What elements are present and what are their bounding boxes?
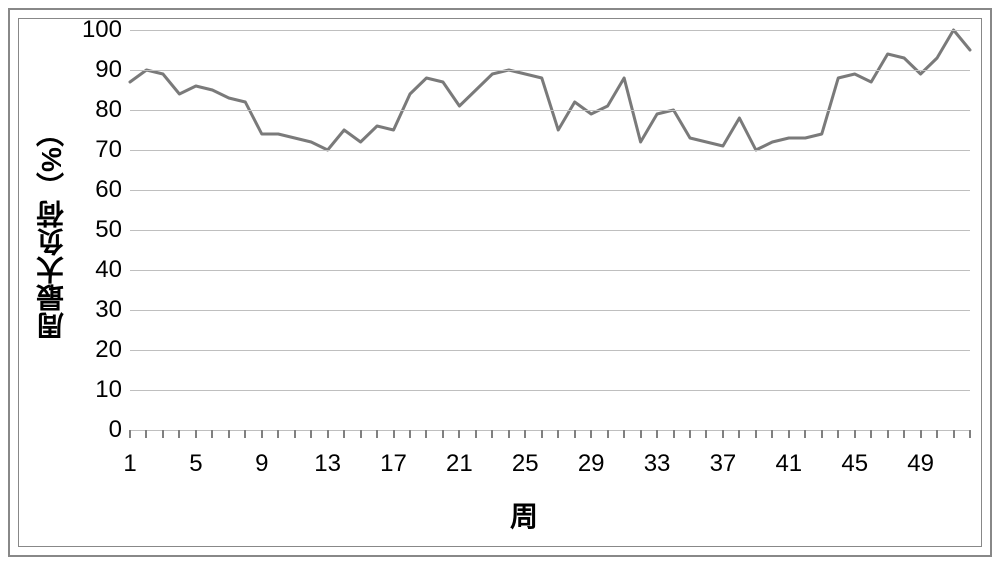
- x-minor-tick: [656, 430, 658, 438]
- gridline-y: [130, 270, 970, 271]
- x-tick-label: 41: [764, 450, 814, 478]
- x-minor-tick: [623, 430, 625, 438]
- x-minor-tick: [821, 430, 823, 438]
- x-minor-tick: [837, 430, 839, 438]
- x-minor-tick: [689, 430, 691, 438]
- x-minor-tick: [788, 430, 790, 438]
- x-minor-tick: [228, 430, 230, 438]
- y-tick-label: 0: [62, 416, 122, 444]
- x-tick-label: 33: [632, 450, 682, 478]
- gridline-y: [130, 390, 970, 391]
- y-tick-label: 20: [62, 336, 122, 364]
- x-minor-tick: [294, 430, 296, 438]
- x-minor-tick: [804, 430, 806, 438]
- line-series: [130, 30, 970, 150]
- x-tick-label: 29: [566, 450, 616, 478]
- y-tick-label: 30: [62, 296, 122, 324]
- x-minor-tick: [409, 430, 411, 438]
- gridline-y: [130, 110, 970, 111]
- x-minor-tick: [442, 430, 444, 438]
- x-tick-label: 25: [500, 450, 550, 478]
- y-tick-label: 80: [62, 96, 122, 124]
- x-tick-label: 17: [369, 450, 419, 478]
- x-minor-tick: [903, 430, 905, 438]
- x-minor-tick: [953, 430, 955, 438]
- plot-area: [130, 30, 970, 430]
- x-minor-tick: [920, 430, 922, 438]
- x-tick-label: 49: [896, 450, 946, 478]
- x-tick-label: 21: [434, 450, 484, 478]
- x-tick-label: 45: [830, 450, 880, 478]
- x-minor-tick: [640, 430, 642, 438]
- x-minor-tick: [870, 430, 872, 438]
- gridline-y: [130, 430, 970, 431]
- x-minor-tick: [162, 430, 164, 438]
- y-tick-label: 40: [62, 256, 122, 284]
- x-minor-tick: [557, 430, 559, 438]
- x-minor-tick: [524, 430, 526, 438]
- x-minor-tick: [244, 430, 246, 438]
- x-axis-title: 周: [510, 495, 538, 535]
- x-tick-label: 9: [237, 450, 287, 478]
- gridline-y: [130, 310, 970, 311]
- x-minor-tick: [738, 430, 740, 438]
- x-minor-tick: [425, 430, 427, 438]
- gridline-y: [130, 30, 970, 31]
- x-minor-tick: [607, 430, 609, 438]
- x-minor-tick: [705, 430, 707, 438]
- x-minor-tick: [277, 430, 279, 438]
- x-tick-label: 5: [171, 450, 221, 478]
- x-minor-tick: [936, 430, 938, 438]
- x-tick-label: 13: [303, 450, 353, 478]
- x-minor-tick: [755, 430, 757, 438]
- x-minor-tick: [491, 430, 493, 438]
- x-minor-tick: [969, 430, 971, 438]
- gridline-y: [130, 150, 970, 151]
- x-minor-tick: [195, 430, 197, 438]
- x-minor-tick: [310, 430, 312, 438]
- x-tick-label: 1: [105, 450, 155, 478]
- x-minor-tick: [475, 430, 477, 438]
- gridline-y: [130, 350, 970, 351]
- y-tick-label: 60: [62, 176, 122, 204]
- x-tick-label: 37: [698, 450, 748, 478]
- x-minor-tick: [508, 430, 510, 438]
- x-minor-tick: [145, 430, 147, 438]
- x-minor-tick: [327, 430, 329, 438]
- x-minor-tick: [722, 430, 724, 438]
- x-minor-tick: [178, 430, 180, 438]
- x-minor-tick: [393, 430, 395, 438]
- y-tick-label: 50: [62, 216, 122, 244]
- x-minor-tick: [211, 430, 213, 438]
- x-minor-tick: [376, 430, 378, 438]
- x-minor-tick: [574, 430, 576, 438]
- x-minor-tick: [771, 430, 773, 438]
- gridline-y: [130, 230, 970, 231]
- x-minor-tick: [343, 430, 345, 438]
- x-minor-tick: [541, 430, 543, 438]
- gridline-y: [130, 70, 970, 71]
- x-minor-tick: [887, 430, 889, 438]
- x-minor-tick: [261, 430, 263, 438]
- x-minor-tick: [673, 430, 675, 438]
- y-tick-label: 10: [62, 376, 122, 404]
- x-minor-tick: [360, 430, 362, 438]
- x-minor-tick: [129, 430, 131, 438]
- gridline-y: [130, 190, 970, 191]
- y-tick-label: 90: [62, 56, 122, 84]
- x-minor-tick: [854, 430, 856, 438]
- x-minor-tick: [590, 430, 592, 438]
- y-tick-label: 100: [62, 16, 122, 44]
- x-minor-tick: [458, 430, 460, 438]
- y-tick-label: 70: [62, 136, 122, 164]
